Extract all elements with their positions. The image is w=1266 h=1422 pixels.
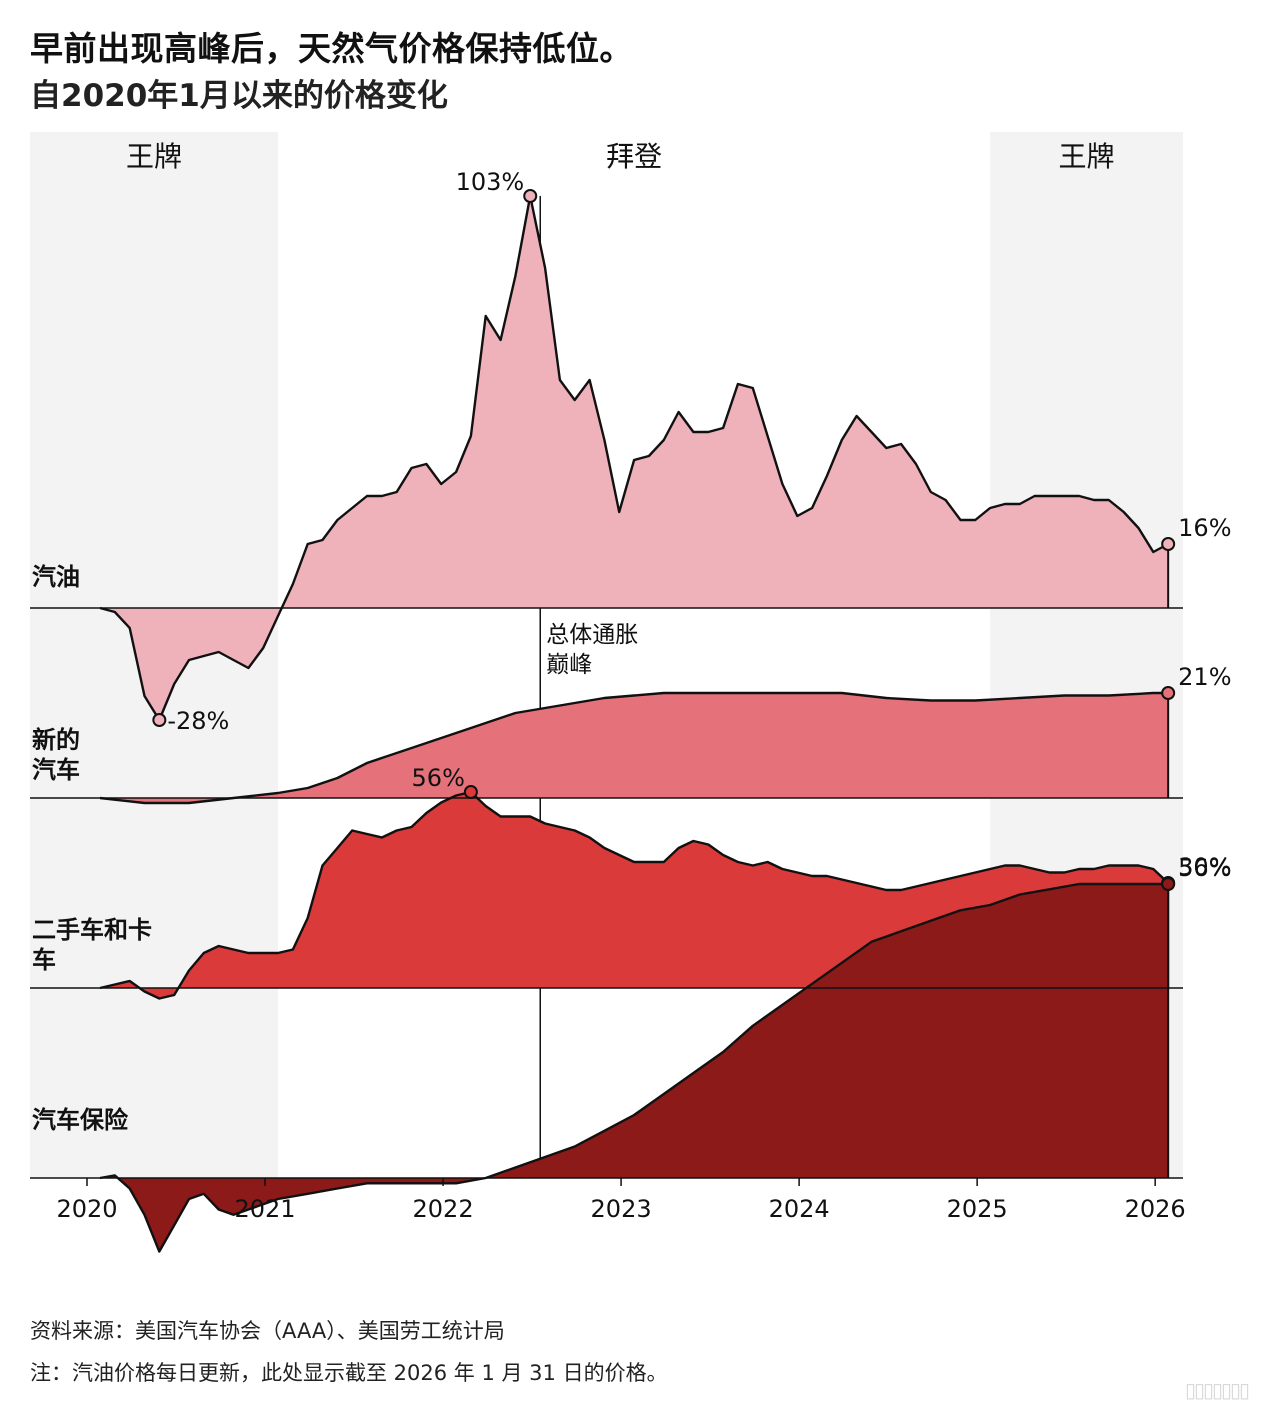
peak-value-label: 103% (456, 168, 525, 196)
x-tick-label: 2021 (234, 1195, 295, 1223)
end-marker (1161, 686, 1176, 700)
term-label: 王牌 (126, 140, 182, 173)
x-tick-label: 2024 (769, 1195, 830, 1223)
series-label: 二手车和卡 (32, 916, 152, 944)
series-area (100, 196, 1169, 720)
chart-title: 早前出现高峰后，天然气价格保持低位。 (30, 29, 633, 68)
series-line (99, 882, 1169, 1253)
series-line (99, 194, 1169, 722)
peak-marker (463, 785, 478, 799)
source-note: 资料来源：美国汽车协会（AAA）、美国劳工统计局 (30, 1319, 505, 1343)
series-line (99, 691, 1169, 805)
end-value-label: 16% (1178, 514, 1231, 542)
peak-marker (523, 189, 538, 203)
x-tick-label: 2025 (947, 1195, 1008, 1223)
event-label: 巅峰 (546, 652, 592, 678)
end-value-label: 21% (1178, 663, 1231, 691)
series-line (99, 790, 1170, 1000)
trough-marker (152, 713, 167, 727)
series-label: 新的 (32, 726, 80, 754)
term-label: 拜登 (606, 140, 662, 173)
end-value-label: 56% (1178, 854, 1231, 882)
end-value-label: 30% (1178, 853, 1231, 881)
x-tick-label: 2026 (1125, 1195, 1186, 1223)
series-label: 汽油 (32, 563, 80, 591)
chart-subtitle: 自2020年1月以来的价格变化 (30, 78, 448, 114)
x-tick-label: 2023 (591, 1195, 652, 1223)
trough-value-label: -28% (167, 707, 229, 735)
series-label: 车 (32, 946, 56, 974)
end-marker (1161, 877, 1176, 891)
footnote: 注：汽油价格每日更新，此处显示截至 2026 年 1 月 31 日的价格。 (30, 1361, 668, 1385)
series-area (100, 884, 1169, 1252)
series-label: 汽车 (32, 756, 80, 784)
watermark: ▯▯▯▯▯▯▯ (1184, 1378, 1250, 1402)
end-marker (1161, 537, 1176, 551)
peak-value-label: 56% (412, 764, 465, 792)
x-tick-label: 2022 (413, 1195, 474, 1223)
event-label: 总体通胀 (546, 622, 638, 648)
series-area (100, 693, 1169, 803)
series-label: 汽车保险 (32, 1106, 129, 1134)
x-tick-label: 2020 (56, 1195, 117, 1223)
term-label: 王牌 (1059, 140, 1115, 173)
